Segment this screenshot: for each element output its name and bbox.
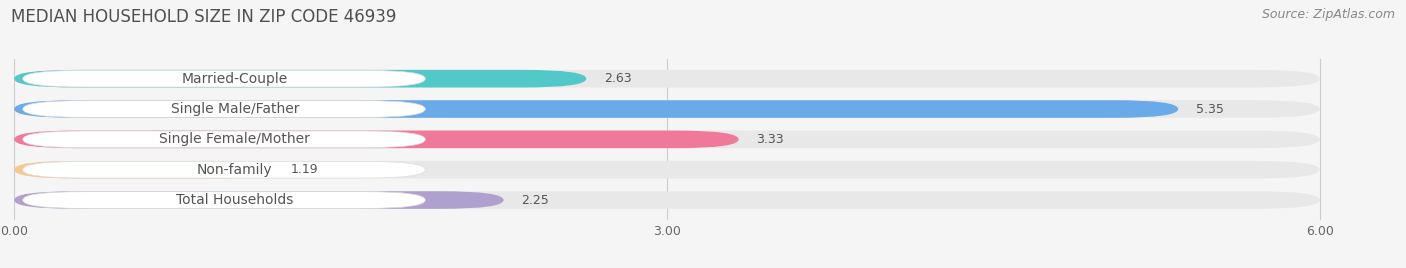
FancyBboxPatch shape — [14, 70, 586, 87]
FancyBboxPatch shape — [22, 192, 426, 209]
Text: 2.63: 2.63 — [603, 72, 631, 85]
FancyBboxPatch shape — [14, 100, 1320, 118]
FancyBboxPatch shape — [14, 70, 1320, 87]
FancyBboxPatch shape — [22, 161, 426, 178]
FancyBboxPatch shape — [22, 70, 426, 87]
Text: Single Male/Father: Single Male/Father — [170, 102, 299, 116]
FancyBboxPatch shape — [14, 161, 273, 178]
FancyBboxPatch shape — [14, 131, 738, 148]
FancyBboxPatch shape — [14, 161, 1320, 178]
Text: Married-Couple: Married-Couple — [181, 72, 288, 86]
FancyBboxPatch shape — [22, 101, 426, 117]
Text: Single Female/Mother: Single Female/Mother — [159, 132, 311, 146]
FancyBboxPatch shape — [14, 191, 503, 209]
FancyBboxPatch shape — [22, 131, 426, 148]
Text: Total Households: Total Households — [176, 193, 294, 207]
Text: 3.33: 3.33 — [756, 133, 783, 146]
Text: 1.19: 1.19 — [291, 163, 318, 176]
Text: Source: ZipAtlas.com: Source: ZipAtlas.com — [1261, 8, 1395, 21]
Text: MEDIAN HOUSEHOLD SIZE IN ZIP CODE 46939: MEDIAN HOUSEHOLD SIZE IN ZIP CODE 46939 — [11, 8, 396, 26]
Text: 5.35: 5.35 — [1195, 103, 1223, 116]
FancyBboxPatch shape — [14, 131, 1320, 148]
Text: Non-family: Non-family — [197, 163, 273, 177]
FancyBboxPatch shape — [14, 100, 1178, 118]
FancyBboxPatch shape — [14, 191, 1320, 209]
Text: 2.25: 2.25 — [522, 193, 548, 207]
